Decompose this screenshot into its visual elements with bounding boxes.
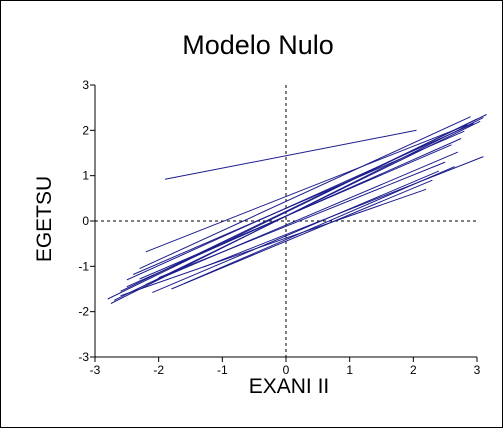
series-line-16 xyxy=(203,156,484,268)
series-line-13 xyxy=(158,161,446,279)
y-tick-label: -1 xyxy=(78,259,89,273)
y-tick-label: 0 xyxy=(82,214,89,228)
axes: -3 -2 -1 0 1 2 3 -3 -2 -1 0 1 2 3 xyxy=(78,78,480,377)
y-tick-label: 2 xyxy=(82,123,89,137)
series-line-15 xyxy=(171,179,433,290)
x-tick-label: 0 xyxy=(283,363,290,377)
series-line-14 xyxy=(152,170,439,294)
series-line-12 xyxy=(145,151,459,285)
series-line-18 xyxy=(183,166,455,285)
series-lines xyxy=(107,114,487,304)
x-tick-label: -3 xyxy=(90,363,101,377)
series-line-7 xyxy=(139,116,471,270)
series-line-8 xyxy=(145,124,468,253)
y-tick-label: 1 xyxy=(82,169,89,183)
y-tick-label: -2 xyxy=(78,305,89,319)
y-tick-label: 3 xyxy=(82,78,89,92)
x-tick-label: -1 xyxy=(217,363,228,377)
series-line-9 xyxy=(133,130,465,275)
y-axis-label: EGETSU xyxy=(33,176,56,262)
y-tick-label: -3 xyxy=(78,350,89,364)
x-tick-label: 1 xyxy=(346,363,353,377)
reference-lines xyxy=(95,85,477,357)
series-line-11 xyxy=(139,144,452,280)
chart-title: Modelo Nulo xyxy=(182,30,334,60)
x-tick-label: 2 xyxy=(410,363,417,377)
x-tick-label: 3 xyxy=(474,363,481,377)
series-line-5 xyxy=(120,118,478,292)
x-tick-label: -2 xyxy=(153,363,164,377)
series-line-1 xyxy=(164,129,417,180)
series-line-17 xyxy=(120,188,427,297)
x-axis-label: EXANI II xyxy=(249,375,330,398)
